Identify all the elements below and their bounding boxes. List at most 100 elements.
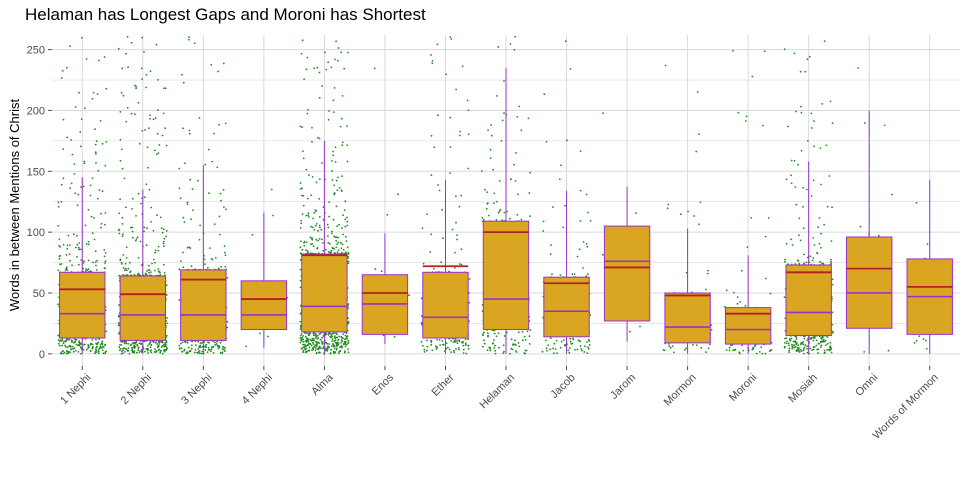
data-point (799, 70, 802, 73)
data-point (333, 235, 336, 238)
data-point (219, 351, 222, 354)
data-point (498, 346, 500, 349)
data-point (817, 226, 819, 229)
data-point (462, 344, 465, 347)
data-point (71, 153, 74, 156)
data-point (466, 99, 469, 102)
data-point (421, 227, 424, 230)
data-point (502, 352, 505, 354)
data-point (509, 178, 512, 181)
data-point (328, 215, 330, 218)
data-point (98, 338, 101, 340)
data-point (318, 178, 321, 181)
data-point (160, 227, 163, 230)
data-point (730, 344, 732, 347)
data-point (62, 352, 64, 355)
data-point (480, 170, 483, 172)
data-point (267, 335, 269, 338)
data-point (335, 205, 338, 208)
data-point (810, 338, 812, 340)
data-point (791, 343, 793, 346)
data-point (83, 260, 85, 263)
data-point (320, 228, 323, 231)
data-point (798, 347, 800, 349)
data-point (915, 340, 918, 342)
data-point (179, 260, 182, 263)
data-point (62, 243, 65, 246)
data-point (791, 345, 794, 348)
data-point (887, 349, 890, 352)
data-point (783, 341, 786, 344)
data-point (73, 350, 75, 353)
data-point (74, 246, 77, 249)
data-point (815, 339, 818, 342)
data-point (104, 164, 107, 167)
data-point (199, 224, 202, 227)
data-point (311, 243, 314, 245)
data-point (151, 262, 153, 265)
data-point (883, 124, 886, 127)
data-point (325, 248, 327, 251)
data-point (299, 268, 302, 271)
data-point (327, 251, 330, 253)
data-point (431, 349, 434, 352)
data-point (157, 349, 160, 352)
data-point (307, 212, 310, 215)
data-point (179, 197, 182, 200)
data-point (799, 239, 802, 242)
data-point (751, 348, 754, 351)
data-point (763, 50, 766, 52)
data-point (796, 350, 798, 353)
data-point (207, 341, 209, 344)
data-point (331, 160, 333, 162)
data-point (124, 262, 127, 265)
data-point (299, 227, 302, 229)
data-point (823, 223, 825, 226)
data-point (216, 166, 219, 169)
x-tick-label: Alma (309, 371, 336, 398)
data-point (119, 198, 121, 201)
data-point (222, 62, 225, 65)
data-point (305, 337, 308, 340)
data-point (79, 343, 82, 346)
data-point (487, 335, 489, 338)
data-point (345, 240, 348, 243)
data-point (299, 334, 302, 337)
data-point (576, 255, 579, 258)
data-point (156, 346, 159, 349)
data-point (95, 161, 97, 164)
data-point (915, 201, 918, 204)
data-point (795, 338, 798, 340)
data-point (87, 208, 90, 211)
data-point (486, 202, 489, 205)
data-point (132, 341, 135, 344)
data-point (223, 251, 226, 254)
data-point (450, 351, 453, 353)
box (664, 292, 711, 344)
data-point (922, 338, 925, 340)
data-point (793, 52, 796, 55)
data-point (742, 349, 745, 352)
data-point (140, 264, 143, 267)
data-point (794, 263, 797, 265)
chart-title: Helaman has Longest Gaps and Moroni has … (25, 5, 426, 24)
data-point (639, 325, 641, 328)
data-point (125, 52, 127, 55)
data-point (503, 335, 506, 337)
data-point (64, 340, 66, 343)
data-point (498, 180, 501, 182)
data-point (448, 348, 451, 351)
data-point (165, 340, 168, 342)
data-point (127, 347, 130, 349)
data-point (145, 348, 148, 350)
data-point (118, 228, 121, 231)
data-point (164, 127, 167, 130)
data-point (136, 344, 139, 347)
data-point (152, 118, 155, 121)
data-point (799, 349, 802, 351)
data-point (582, 267, 584, 269)
data-point (741, 344, 743, 347)
data-point (439, 344, 441, 346)
data-point (483, 331, 485, 334)
data-point (299, 286, 302, 289)
